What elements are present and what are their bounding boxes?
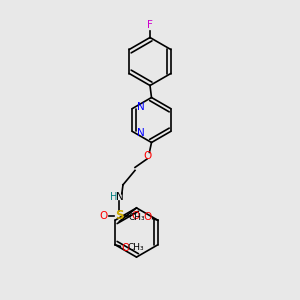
Text: O: O <box>143 212 152 222</box>
Text: N: N <box>136 128 144 138</box>
Text: O: O <box>100 211 108 221</box>
Text: CH₃: CH₃ <box>128 243 145 252</box>
Text: O: O <box>122 243 130 253</box>
Text: F: F <box>147 20 153 30</box>
Text: N: N <box>136 102 144 112</box>
Text: O: O <box>143 151 151 161</box>
Text: S: S <box>115 209 124 223</box>
Text: O: O <box>131 211 139 221</box>
Text: N: N <box>116 192 123 203</box>
Text: H: H <box>110 192 118 203</box>
Text: CH₃: CH₃ <box>128 213 145 222</box>
